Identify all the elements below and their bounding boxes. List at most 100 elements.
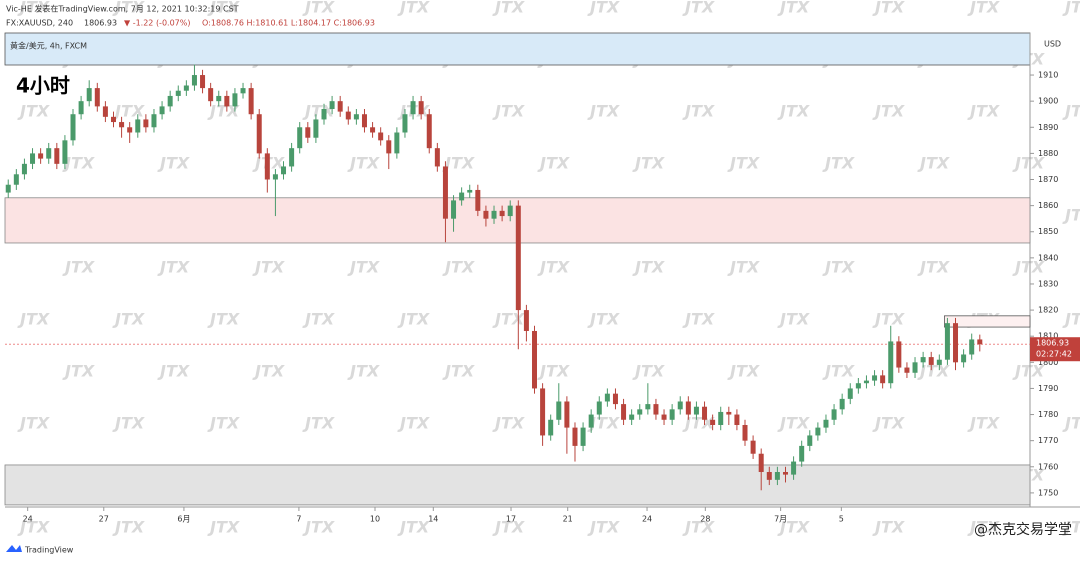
watermark: JTX <box>537 154 570 173</box>
candle-body <box>969 339 975 355</box>
y-tick-label: 1880 <box>1038 149 1058 158</box>
watermark: JTX <box>727 154 760 173</box>
watermark: JTX <box>442 154 475 173</box>
watermark: JTX <box>872 414 905 433</box>
candle-body <box>78 101 84 115</box>
y-tick-label: 1870 <box>1038 175 1058 184</box>
watermark: JTX <box>1062 518 1080 537</box>
candle-body <box>774 472 780 480</box>
candle-body <box>370 127 376 133</box>
candle-body <box>5 184 11 193</box>
candle-body <box>791 461 797 475</box>
candle-body <box>863 380 869 384</box>
watermark: JTX <box>727 362 760 381</box>
watermark: JTX <box>17 310 50 329</box>
watermark: JTX <box>917 362 950 381</box>
candle-body <box>119 122 125 128</box>
candle-body <box>807 435 813 446</box>
candle-body <box>596 401 602 415</box>
watermark: JTX <box>207 310 240 329</box>
watermark: JTX <box>157 258 190 277</box>
watermark: JTX <box>967 0 1000 17</box>
watermark: JTX <box>1062 414 1080 433</box>
watermark: JTX <box>62 258 95 277</box>
watermark: JTX <box>112 0 145 17</box>
x-tick-label: 27 <box>99 515 109 524</box>
candle-body <box>402 114 408 133</box>
candle-body <box>378 132 384 141</box>
watermark: JTX <box>537 362 570 381</box>
symbol-line: FX:XAUUSD, 240 <box>6 19 73 28</box>
candle-body <box>815 427 821 436</box>
brand-logo <box>6 545 22 552</box>
candle-body <box>912 362 918 373</box>
watermark: JTX <box>777 518 810 537</box>
watermark: JTX <box>62 362 95 381</box>
y-tick-label: 1810 <box>1038 332 1058 341</box>
watermark: JTX <box>682 102 715 121</box>
candle-body <box>361 114 367 128</box>
candle-body <box>847 388 853 399</box>
watermark: JTX <box>967 414 1000 433</box>
candle-body <box>839 398 845 410</box>
candle-body <box>758 453 764 473</box>
watermark: JTX <box>17 102 50 121</box>
candle-body <box>305 127 311 138</box>
candle-body <box>896 341 902 368</box>
y-tick-label: 1910 <box>1038 71 1058 80</box>
candle-body <box>264 153 270 180</box>
candle-body <box>394 132 400 154</box>
candle-body <box>451 200 457 219</box>
candle-body <box>353 114 359 120</box>
watermark: JTX <box>1012 258 1045 277</box>
candle-body <box>167 95 173 107</box>
watermark: JTX <box>302 518 335 537</box>
candle-body <box>928 357 934 365</box>
watermark: JTX <box>397 414 430 433</box>
candle-body <box>410 101 416 115</box>
y-tick-label: 1760 <box>1038 462 1058 471</box>
watermark: JTX <box>492 102 525 121</box>
candle-body <box>94 88 100 107</box>
watermark: JTX <box>252 362 285 381</box>
y-tick-label: 1890 <box>1038 123 1058 132</box>
watermark: JTX <box>397 310 430 329</box>
y-tick-label: 1790 <box>1038 384 1058 393</box>
y-tick-label: 1900 <box>1038 97 1058 106</box>
candle-body <box>718 411 724 425</box>
candle-body <box>224 95 230 107</box>
watermark: JTX <box>492 414 525 433</box>
candle-body <box>823 419 829 428</box>
watermark: JTX <box>967 518 1000 537</box>
candle-body <box>880 375 886 384</box>
candle-body <box>580 427 586 446</box>
candle-body <box>386 140 392 154</box>
candle-body <box>143 119 149 128</box>
candle-body <box>532 330 538 389</box>
watermark: JTX <box>632 258 665 277</box>
watermark: JTX <box>632 362 665 381</box>
y-tick-label: 1780 <box>1038 410 1058 419</box>
candle-body <box>499 210 505 217</box>
watermark: JTX <box>397 0 430 17</box>
watermark: JTX <box>207 414 240 433</box>
credit: @杰克交易学堂 <box>974 521 1072 538</box>
candle-body <box>742 424 748 441</box>
zone <box>944 315 1031 328</box>
candle-body <box>977 339 983 345</box>
candle-body <box>272 174 278 180</box>
watermark: JTX <box>1012 362 1045 381</box>
candle-body <box>175 90 181 96</box>
candle-body <box>710 419 716 425</box>
watermark: JTX <box>207 0 240 17</box>
watermark: JTX <box>682 414 715 433</box>
y-tick-label: 1850 <box>1038 227 1058 236</box>
watermark: JTX <box>302 310 335 329</box>
x-tick-label: 21 <box>563 515 573 524</box>
candle-body <box>734 414 740 425</box>
watermark: JTX <box>1062 310 1080 329</box>
watermark: JTX <box>347 258 380 277</box>
candle-body <box>904 367 910 373</box>
watermark: JTX <box>62 154 95 173</box>
watermark: JTX <box>632 154 665 173</box>
